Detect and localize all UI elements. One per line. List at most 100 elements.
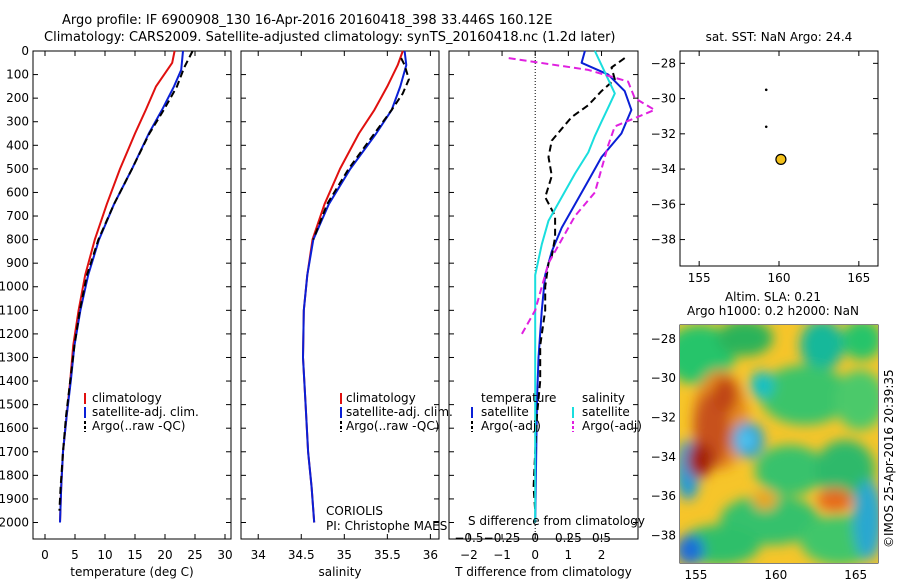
temperature-panel: 0100200300400500600700800900100011001200… — [0, 44, 233, 579]
y-tick-label: 1300 — [0, 350, 29, 364]
legend-label-s-satellite: satellite — [582, 405, 630, 419]
track-point — [764, 125, 768, 129]
y-tick-label: −38 — [651, 233, 676, 247]
plot-frame — [32, 50, 232, 540]
x-tick-label: 160 — [768, 271, 791, 285]
y-tick-label: 100 — [6, 68, 29, 82]
x-tick-label: 36 — [423, 548, 438, 562]
y-tick-label: −38 — [651, 528, 676, 542]
x-tick-label: 165 — [847, 271, 870, 285]
y-tick-label: 800 — [6, 233, 29, 247]
y-tick-label: 1700 — [0, 445, 29, 459]
y-tick-label: −28 — [651, 56, 676, 70]
x-tick-label: 155 — [685, 568, 708, 580]
x-tick-label: 5 — [71, 548, 79, 562]
y-tick-label: 1100 — [0, 303, 29, 317]
x-tick-label: 34.5 — [288, 548, 315, 562]
y-tick-label: 1000 — [0, 280, 29, 294]
sla-heatmap — [680, 325, 878, 563]
y-tick-label: 2000 — [0, 515, 29, 529]
legend-label-t-argo: Argo(-adj) — [481, 419, 541, 433]
s-tick-label: 0.25 — [555, 531, 582, 545]
y-tick-label: 1600 — [0, 421, 29, 435]
y-tick-label: −28 — [651, 332, 676, 346]
salinity-series-argo-raw-qc — [312, 57, 410, 240]
x-axis-label: salinity — [318, 565, 361, 579]
header-line-2: Climatology: CARS2009. Satellite-adjuste… — [44, 30, 616, 45]
y-tick-label: −32 — [651, 127, 676, 141]
legend-label-argo: Argo(..raw -QC) — [346, 419, 439, 433]
legend-label-argo: Argo(..raw -QC) — [92, 419, 185, 433]
x-tick-label: 0 — [531, 548, 539, 562]
legend-label-satellite: satellite-adj. clim. — [92, 405, 199, 419]
y-tick-label: 1400 — [0, 374, 29, 388]
float-position-marker — [775, 153, 787, 165]
legend-title-temperature: temperature — [481, 391, 556, 405]
map-title-line-2: Argo h1000: 0.2 h2000: NaN — [687, 304, 859, 318]
x-tick-label: 160 — [764, 568, 787, 580]
annotation-pi: PI: Christophe MAES — [326, 519, 447, 533]
x-axis-label: temperature (deg C) — [70, 565, 193, 579]
legend-label-satellite: satellite-adj. clim. — [346, 405, 453, 419]
map-title-line-1: Altim. SLA: 0.21 — [725, 290, 821, 304]
x-tick-label: 2 — [598, 548, 606, 562]
x-tick-label: 10 — [97, 548, 112, 562]
salinity-legend: climatology satellite-adj. clim. Argo(..… — [326, 391, 453, 533]
difference-series-salinity-argo-adj — [508, 57, 656, 335]
y-tick-label: −36 — [651, 197, 676, 211]
difference-panel: −2 −1 0 1 2 T difference from climatology −0.5… — [448, 50, 656, 579]
map-sst-panel: 155 160 165 −28 −30 −32 −34 −36 −38 sat. SST: NaN… — [651, 30, 879, 285]
legend-label-climatology: climatology — [92, 391, 162, 405]
y-tick-label: 500 — [6, 162, 29, 176]
x-tick-label: −1 — [493, 548, 511, 562]
x-tick-label: −2 — [460, 548, 478, 562]
difference-series-temperature-argo-adj — [532, 57, 626, 511]
plot-frame — [240, 50, 440, 540]
x-tick-label: 155 — [688, 271, 711, 285]
x-tick-label: 0 — [41, 548, 49, 562]
x-tick-label: 25 — [187, 548, 202, 562]
y-tick-label: 0 — [21, 44, 29, 58]
header-line-1: Argo profile: IF 6900908_130 16-Apr-2016… — [62, 13, 552, 28]
s-tick-label: −0.25 — [484, 531, 521, 545]
y-tick-label: 900 — [6, 256, 29, 270]
x-tick-label: 35.5 — [374, 548, 401, 562]
y-tick-label: 700 — [6, 209, 29, 223]
y-tick-label: 200 — [6, 91, 29, 105]
y-tick-label: 1800 — [0, 468, 29, 482]
y-tick-label: −34 — [651, 162, 676, 176]
y-tick-label: −36 — [651, 489, 676, 503]
x-tick-label: 165 — [844, 568, 867, 580]
map-title: sat. SST: NaN Argo: 24.4 — [706, 30, 853, 44]
s-difference-label: S difference from climatology — [468, 514, 645, 528]
legend-label-t-satellite: satellite — [481, 405, 529, 419]
y-tick-label: −34 — [651, 450, 676, 464]
side-label: ©IMOS 25-Apr-2016 20:39:35 — [882, 369, 896, 548]
temperature-legend: climatology satellite-adj. clim. Argo(..… — [84, 391, 199, 433]
y-tick-label: 600 — [6, 185, 29, 199]
track-point — [764, 88, 768, 92]
difference-legend: temperature salinity satellite Argo(-adj… — [468, 391, 645, 528]
annotation-coriolis: CORIOLIS — [326, 504, 383, 518]
x-tick-label: 34 — [251, 548, 266, 562]
x-tick-label: 35 — [337, 548, 352, 562]
salinity-panel: 34 34.5 35 35.5 36 salinity — [240, 50, 440, 579]
y-tick-label: 400 — [6, 138, 29, 152]
y-tick-label: −30 — [651, 92, 676, 106]
x-tick-label: 15 — [127, 548, 142, 562]
s-tick-label: 0 — [531, 531, 539, 545]
y-tick-label: −32 — [651, 410, 676, 424]
panels: 0100200300400500600700800900100011001200… — [0, 30, 879, 580]
temperature-series-argo-raw-qc — [58, 50, 194, 511]
y-tick-label: 1900 — [0, 492, 29, 506]
x-axis-label: T difference from climatology — [454, 565, 632, 579]
y-tick-label: 300 — [6, 115, 29, 129]
x-tick-label: 30 — [217, 548, 232, 562]
x-tick-label: 20 — [157, 548, 172, 562]
legend-label-climatology: climatology — [346, 391, 416, 405]
y-tick-label: 1500 — [0, 398, 29, 412]
legend-label-s-argo: Argo(-adj) — [582, 419, 642, 433]
difference-series-temperature-satellite — [534, 50, 633, 523]
s-tick-label: −0.5 — [454, 531, 483, 545]
